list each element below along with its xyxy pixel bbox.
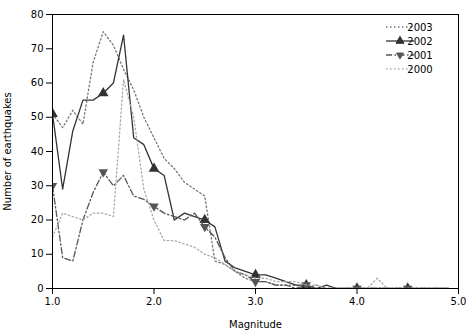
svg-text:2003: 2003 bbox=[407, 22, 432, 33]
svg-text:1.0: 1.0 bbox=[45, 296, 61, 307]
svg-text:10: 10 bbox=[31, 248, 44, 259]
svg-text:Number of earthquakes: Number of earthquakes bbox=[2, 92, 13, 210]
svg-text:70: 70 bbox=[31, 43, 44, 54]
svg-text:40: 40 bbox=[31, 146, 44, 157]
svg-text:3.0: 3.0 bbox=[248, 296, 264, 307]
svg-text:0: 0 bbox=[37, 283, 43, 294]
svg-text:80: 80 bbox=[31, 9, 44, 20]
svg-text:5.0: 5.0 bbox=[451, 296, 467, 307]
svg-text:4.0: 4.0 bbox=[349, 296, 365, 307]
svg-text:30: 30 bbox=[31, 180, 44, 191]
svg-text:60: 60 bbox=[31, 77, 44, 88]
svg-text:2000: 2000 bbox=[407, 64, 432, 75]
svg-text:2002: 2002 bbox=[407, 36, 432, 47]
svg-text:2.0: 2.0 bbox=[146, 296, 162, 307]
svg-text:2001: 2001 bbox=[407, 50, 432, 61]
svg-text:Magnitude: Magnitude bbox=[229, 319, 282, 330]
svg-text:20: 20 bbox=[31, 214, 44, 225]
svg-text:50: 50 bbox=[31, 111, 44, 122]
